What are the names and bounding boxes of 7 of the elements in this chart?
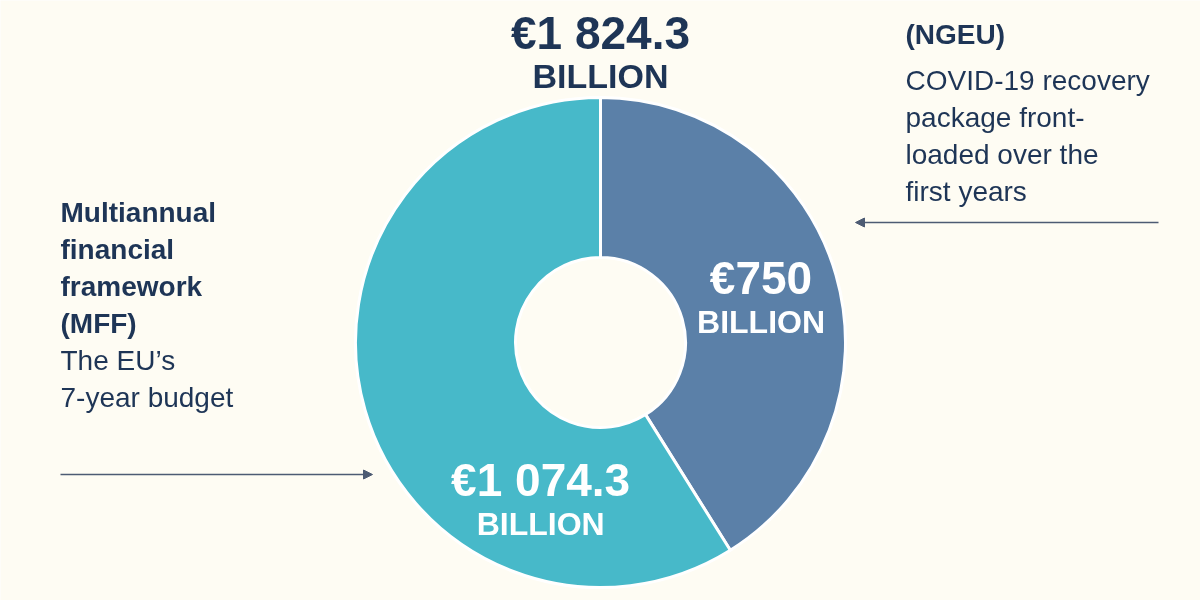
slice-label: (NGEU)	[905, 18, 1006, 50]
data-label: €1 074.3 BILLION	[451, 454, 631, 543]
slice-label: Multiannual financial framework (MFF)	[60, 196, 217, 340]
data-label: €750 BILLION	[697, 252, 826, 341]
chart-title: €1 824.3 BILLION	[510, 6, 691, 95]
text: The EU’s 7-year budget	[60, 344, 234, 413]
text: COVID-19 recovery package front-loaded over the first years	[905, 64, 1150, 208]
